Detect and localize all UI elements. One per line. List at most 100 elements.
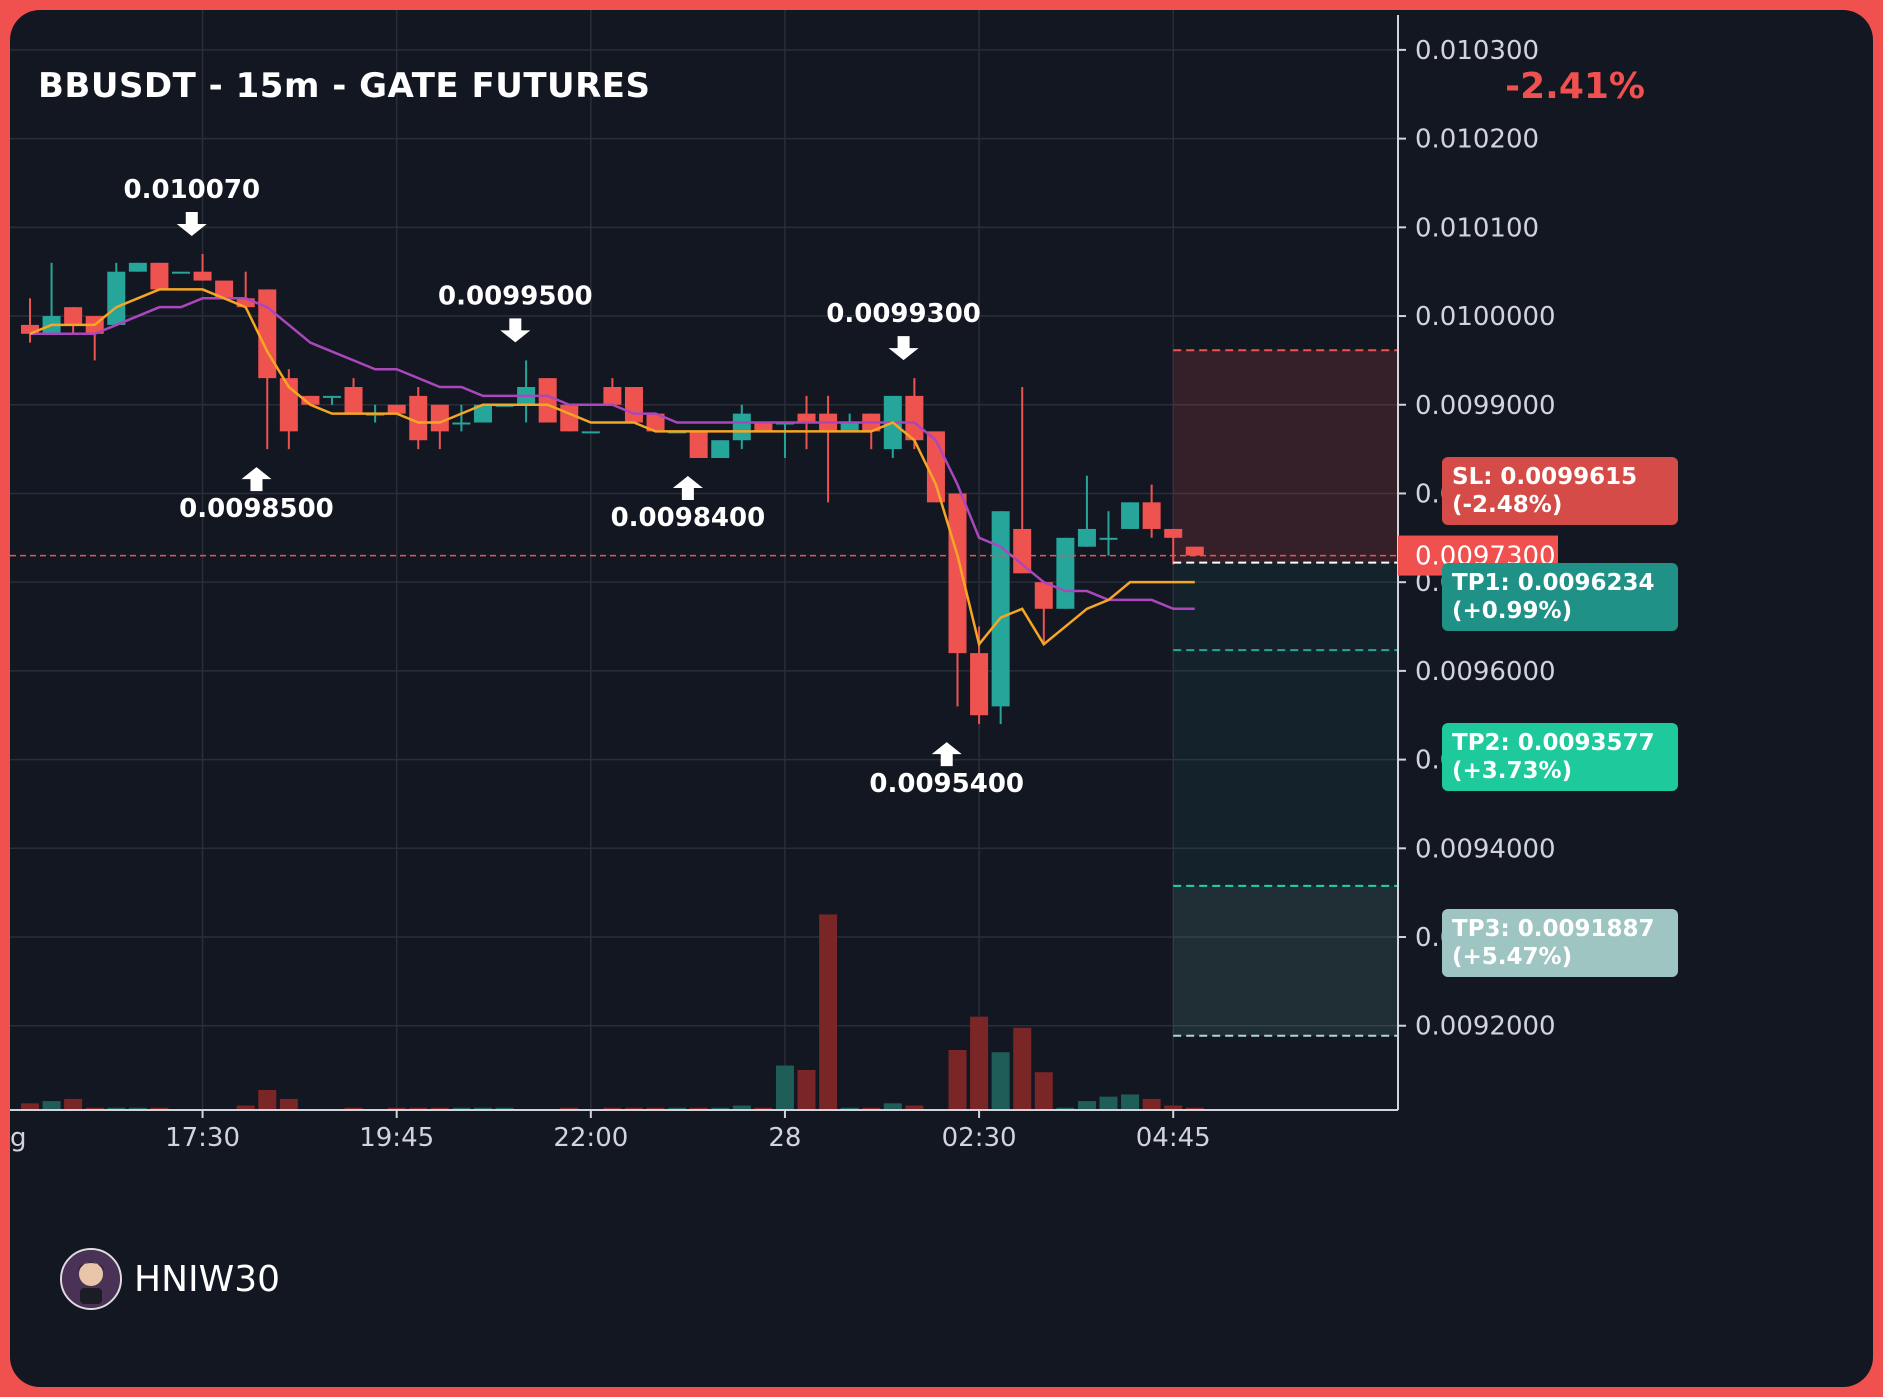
pivot-label: 0.0099300: [826, 299, 981, 329]
candle-body: [1121, 502, 1140, 529]
arrow-down-icon: [500, 318, 531, 343]
target-box: TP3: 0.0091887 (+5.47%): [1442, 909, 1678, 978]
candle-body: [538, 378, 557, 423]
target-value: TP2: 0.0093577: [1452, 729, 1655, 756]
target-percent: (-2.48%): [1452, 491, 1563, 518]
candle-body: [797, 413, 816, 423]
candle-body: [624, 387, 643, 423]
candle-body: [452, 422, 471, 425]
candle-body: [1013, 528, 1032, 574]
target-percent: (+3.73%): [1452, 757, 1573, 784]
pivot-labels: 0.010070 0.0098500 0.0099500 0.0098400 0.009…: [124, 175, 1025, 799]
price-chart[interactable]: 0.010070 0.0098500 0.0099500 0.0098400 0.009…: [10, 10, 1873, 1387]
arrow-up-icon: [672, 475, 703, 500]
candle-body: [473, 404, 492, 423]
ema-fast-line: [29, 288, 1195, 648]
candle-body: [603, 387, 622, 405]
volume-bars: [21, 914, 1204, 1110]
candle-body: [1077, 528, 1096, 547]
candle-body: [948, 493, 967, 654]
candle-body: [840, 422, 859, 432]
volume-bar: [1056, 1107, 1075, 1110]
volume-bar: [473, 1107, 492, 1110]
arrow-down-icon: [888, 336, 919, 361]
volume-bar: [840, 1107, 859, 1110]
candle-body: [301, 395, 320, 405]
target-box: TP1: 0.0096234 (+0.99%): [1442, 563, 1678, 632]
ema-slow-line: [30, 297, 1195, 611]
candle-body: [689, 431, 708, 458]
volume-bar: [711, 1107, 730, 1110]
candle-body: [905, 395, 924, 441]
y-tick-label: 0.010100: [1415, 213, 1539, 243]
x-tick-label: g: [10, 1123, 27, 1153]
candle-body: [193, 271, 212, 281]
pivot-label: 0.0098500: [179, 494, 334, 524]
candle-body: [732, 413, 751, 441]
volume-bar: [64, 1098, 83, 1110]
candlesticks: [21, 253, 1204, 725]
candle-body: [991, 511, 1010, 707]
candle-body: [236, 298, 255, 308]
candle-body: [1164, 528, 1183, 538]
stop-loss-zone: [1173, 350, 1398, 563]
candle-body: [171, 271, 190, 274]
volume-bar: [905, 1105, 924, 1110]
chart-title: BBUSDT - 15m - GATE FUTURES: [38, 66, 651, 106]
x-tick-label: 17:30: [165, 1123, 240, 1153]
author-name: HNIW30: [134, 1258, 281, 1300]
moving-averages: [29, 288, 1195, 648]
volume-bar: [560, 1107, 579, 1110]
volume-bar: [797, 1070, 816, 1110]
candle-body: [21, 324, 39, 334]
candle-body: [344, 387, 363, 414]
target-box: SL: 0.0099615 (-2.48%): [1442, 456, 1678, 525]
volume-bar: [279, 1098, 298, 1110]
volume-bar: [948, 1050, 967, 1110]
candle-body: [711, 440, 730, 458]
target-percent: (+5.47%): [1452, 944, 1573, 971]
target-value: TP3: 0.0091887: [1452, 916, 1655, 943]
volume-bar: [624, 1107, 643, 1110]
volume-bar: [1121, 1094, 1140, 1110]
volume-bar: [1142, 1098, 1161, 1110]
volume-bar: [862, 1107, 881, 1110]
candle-body: [107, 271, 126, 325]
candle-body: [387, 404, 406, 414]
volume-bar: [344, 1107, 363, 1110]
volume-bar: [495, 1107, 514, 1110]
candle-body: [646, 413, 665, 432]
y-tick-label: 0.0099000: [1415, 391, 1556, 421]
candle-body: [560, 404, 579, 432]
author-watermark: HNIW30: [60, 1246, 280, 1312]
target-levels: [10, 349, 1398, 1037]
volume-bar: [42, 1101, 61, 1110]
pivot-label: 0.0095400: [869, 769, 1024, 799]
y-tick-label: 0.010200: [1415, 125, 1539, 155]
volume-bar: [883, 1103, 902, 1110]
chart-frame: 0.010070 0.0098500 0.0099500 0.0098400 0.009…: [10, 10, 1873, 1387]
volume-bar: [819, 914, 838, 1110]
tp3-zone: [1173, 885, 1398, 1036]
candle-body: [322, 395, 341, 398]
x-axis-ticks: g 17:30 19:45 22:00 28 02:30 04:45: [10, 1110, 1211, 1153]
target-value: SL: 0.0099615: [1452, 463, 1638, 490]
trade-zones: [1173, 350, 1398, 1036]
volume-bar: [387, 1107, 406, 1110]
take-profit-zone: [1173, 562, 1398, 1036]
price-change: -2.41%: [1505, 66, 1645, 107]
target-box: TP2: 0.0093577 (+3.73%): [1442, 722, 1678, 791]
pivot-label: 0.0098400: [611, 503, 766, 533]
candle-body: [1056, 537, 1075, 609]
candle-body: [409, 395, 428, 441]
volume-bar: [603, 1107, 622, 1110]
volume-bar: [85, 1107, 104, 1110]
volume-bar: [21, 1103, 39, 1110]
volume-bar: [107, 1107, 126, 1110]
candle-body: [430, 404, 449, 432]
x-tick-label: 04:45: [1136, 1123, 1211, 1153]
volume-bar: [1185, 1107, 1204, 1110]
candle-body: [754, 422, 773, 432]
volume-bar: [646, 1107, 665, 1110]
x-tick-label: 28: [768, 1123, 801, 1153]
